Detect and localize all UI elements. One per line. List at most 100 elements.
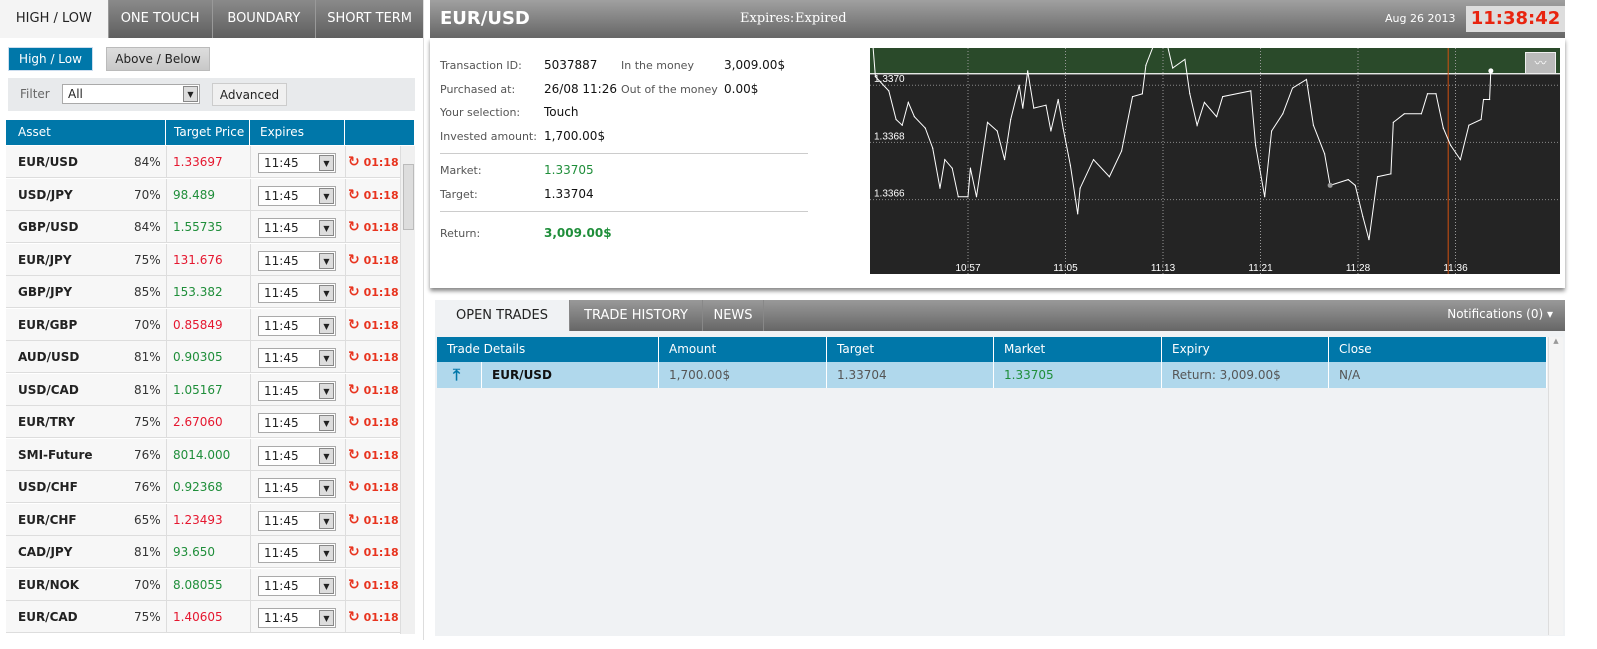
- asset-row[interactable]: EUR/JPY 75% 131.676 11:45 ▼ ↻ 01:18: [6, 243, 400, 276]
- asset-row[interactable]: EUR/GBP 70% 0.85849 11:45 ▼ ↻ 01:18: [6, 308, 400, 341]
- asset-row[interactable]: SMI-Future 76% 8014.000 11:45 ▼ ↻ 01:18: [6, 438, 400, 471]
- above-below-button[interactable]: Above / Below: [106, 47, 210, 71]
- expiry-select[interactable]: 11:45 ▼: [258, 445, 336, 466]
- asset-row[interactable]: EUR/CAD 75% 1.40605 11:45 ▼ ↻ 01:18: [6, 601, 400, 634]
- asset-name: EUR/JPY: [18, 252, 72, 267]
- price-point: [1079, 187, 1081, 189]
- trades-scrollbar[interactable]: ▲: [1548, 337, 1563, 635]
- clock-icon: ↻: [348, 154, 360, 170]
- selection: Touch: [544, 105, 579, 119]
- col-amount: Amount: [659, 337, 827, 362]
- price-chart[interactable]: 1.3366 1.3368 1.3370 10:57 11:05 11:13 11:21 11…: [870, 48, 1560, 274]
- caret-down-icon: ▾: [1546, 307, 1553, 321]
- price-point: [1392, 121, 1394, 123]
- countdown-value: 01:18: [363, 188, 399, 202]
- price-point: [944, 158, 946, 161]
- asset-row[interactable]: EUR/NOK 70% 8.08055 11:45 ▼ ↻ 01:18: [6, 568, 400, 601]
- expiry-select[interactable]: 11:45 ▼: [258, 218, 336, 238]
- payout-percent: 70%: [134, 187, 161, 202]
- countdown-timer: ↻ 01:18: [348, 146, 399, 179]
- price-point: [1368, 239, 1370, 241]
- price-point: [1069, 164, 1071, 166]
- expiry-select[interactable]: 11:45 ▼: [258, 608, 336, 628]
- price-point: [1216, 116, 1218, 118]
- asset-row[interactable]: AUD/USD 81% 0.90305 11:45 ▼ ↻ 01:18: [6, 341, 400, 374]
- transaction-id-label: Transaction ID:: [440, 59, 522, 72]
- expires-label: Expires:: [740, 11, 795, 26]
- tab-boundary[interactable]: BOUNDARY: [211, 0, 316, 38]
- asset-row[interactable]: USD/JPY 70% 98.489 11:45 ▼ ↻ 01:18: [6, 178, 400, 211]
- target-price: 1.55735: [173, 220, 223, 234]
- divider: [166, 243, 167, 275]
- asset-row[interactable]: EUR/TRY 75% 2.67060 11:45 ▼ ↻ 01:18: [6, 406, 400, 439]
- expiry-select[interactable]: 11:45 ▼: [258, 478, 336, 498]
- chart-type-icon[interactable]: 〰: [1525, 52, 1556, 74]
- expiry-select[interactable]: 11:45 ▼: [258, 283, 336, 303]
- scrollbar-thumb[interactable]: [403, 164, 414, 230]
- tab-open-trades[interactable]: OPEN TRADES: [435, 300, 570, 331]
- tab-trade-history[interactable]: TRADE HISTORY: [570, 300, 703, 331]
- asset-row[interactable]: USD/CHF 76% 0.92368 11:45 ▼ ↻ 01:18: [6, 471, 400, 504]
- asset-row[interactable]: GBP/USD 84% 1.55735 11:45 ▼ ↻ 01:18: [6, 211, 400, 244]
- expiry-select[interactable]: 11:45 ▼: [258, 153, 336, 173]
- expiry-select[interactable]: 11:45 ▼: [258, 380, 336, 401]
- price-point: [932, 147, 934, 149]
- expiry-select[interactable]: 11:45 ▼: [258, 575, 336, 596]
- expiry-select[interactable]: 11:45 ▼: [258, 413, 336, 433]
- return-value: 3,009.00$: [544, 226, 612, 240]
- filter-select[interactable]: All ▼: [62, 84, 200, 104]
- advanced-button[interactable]: Advanced: [212, 83, 287, 106]
- price-point: [1489, 98, 1491, 101]
- divider: [166, 341, 167, 373]
- asset-row[interactable]: CAD/JPY 81% 93.650 11:45 ▼ ↻ 01:18: [6, 536, 400, 569]
- countdown-timer: ↻ 01:18: [348, 276, 399, 309]
- target-price: 1.40605: [173, 610, 223, 624]
- asset-row[interactable]: GBP/JPY 85% 153.382 11:45 ▼ ↻ 01:18: [6, 276, 400, 309]
- high-low-button[interactable]: High / Low: [8, 47, 93, 71]
- asset-name: EUR/USD: [18, 155, 78, 169]
- payout-percent: 84%: [134, 220, 161, 234]
- asset-row[interactable]: USD/CAD 81% 1.05167 11:45 ▼ ↻ 01:18: [6, 373, 400, 406]
- expiry-select[interactable]: 11:45 ▼: [258, 510, 336, 531]
- divider: [345, 146, 346, 178]
- price-point: [901, 124, 903, 126]
- price-point: [1323, 153, 1326, 155]
- expiry-select[interactable]: 11:45 ▼: [258, 315, 336, 336]
- target-price: 8.08055: [173, 577, 223, 592]
- divider: [345, 601, 346, 633]
- asset-name: USD/CHF: [18, 480, 78, 494]
- expiry-select[interactable]: 11:45 ▼: [258, 185, 336, 206]
- asset-row[interactable]: EUR/CHF 65% 1.23493 11:45 ▼ ↻ 01:18: [6, 503, 400, 536]
- target-value: 1.33704: [544, 187, 594, 201]
- trade-type-tabs: HIGH / LOW ONE TOUCH BOUNDARY SHORT TERM: [0, 0, 423, 38]
- tab-high-low[interactable]: HIGH / LOW: [0, 0, 108, 38]
- price-point: [1312, 124, 1315, 126]
- countdown-timer: ↻ 01:18: [348, 211, 399, 244]
- divider: [166, 536, 167, 568]
- expiry-select[interactable]: 11:45 ▼: [258, 348, 336, 368]
- price-point: [1131, 96, 1134, 98]
- countdown-value: 01:18: [363, 221, 399, 234]
- tab-short-term[interactable]: SHORT TERM: [315, 0, 423, 38]
- asset-list-scrollbar[interactable]: [400, 146, 415, 634]
- divider: [345, 438, 346, 470]
- countdown-value: 01:18: [363, 611, 399, 624]
- payout-percent: 81%: [134, 382, 161, 397]
- price-point: [969, 167, 972, 169]
- tab-one-touch[interactable]: ONE TOUCH: [107, 0, 212, 38]
- price-point: [1141, 93, 1143, 95]
- expand-arrow-icon[interactable]: ⤒: [437, 362, 482, 388]
- asset-row[interactable]: EUR/USD 84% 1.33697 11:45 ▼ ↻ 01:18: [6, 146, 400, 179]
- price-point: [1305, 78, 1308, 81]
- expiry-select[interactable]: 11:45 ▼: [258, 250, 336, 271]
- trade-expiry: Return: 3,009.00$: [1162, 362, 1329, 388]
- notifications-dropdown[interactable]: Notifications (0) ▾: [1447, 307, 1553, 321]
- clock-icon: ↻: [348, 349, 360, 365]
- expiry-select[interactable]: 11:45 ▼: [258, 543, 336, 563]
- tab-news[interactable]: NEWS: [703, 300, 764, 331]
- notifications-label: Notifications (0): [1447, 307, 1544, 321]
- clock-icon: ↻: [348, 219, 360, 235]
- divider: [345, 243, 346, 275]
- col-timer: [345, 120, 415, 145]
- clock-icon: ↻: [348, 316, 360, 333]
